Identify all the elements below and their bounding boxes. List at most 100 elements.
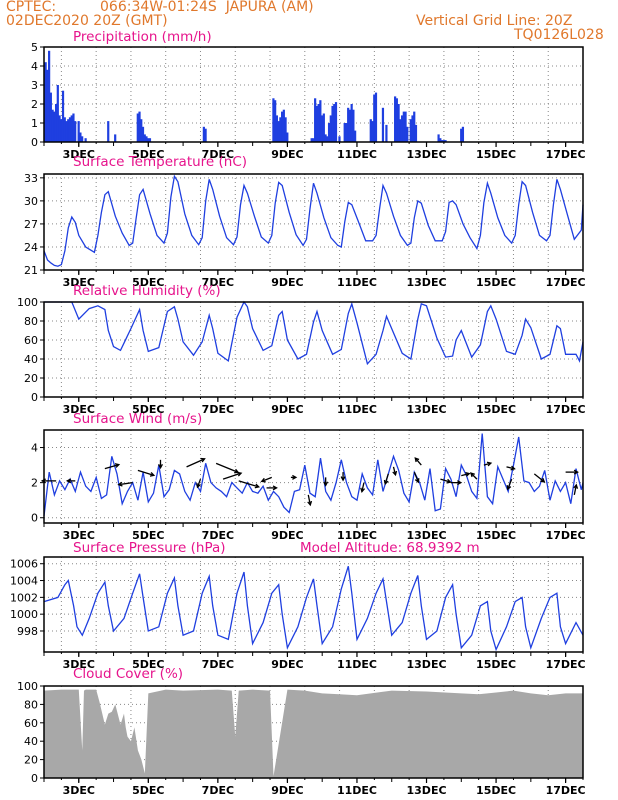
wind-arrow-head: [506, 485, 512, 491]
precip-bar: [442, 140, 445, 142]
precip-bar: [460, 128, 463, 142]
surface-pressure-hpa-title: Surface Pressure (hPa): [73, 540, 226, 556]
precip-bar: [329, 115, 332, 142]
precip-bar: [324, 134, 327, 142]
surface-pressure-hpa-xtick-label: 15DEC: [476, 658, 516, 671]
precip-bar: [274, 100, 277, 142]
precip-bar: [272, 98, 275, 142]
cloud-cover-xtick-label: 5DEC: [132, 784, 164, 797]
wind-arrow-head: [292, 474, 298, 480]
surface-pressure-hpa-line: [43, 566, 584, 652]
relative-humidity-ytick-label: 20: [24, 372, 38, 385]
wind-arrow-head: [272, 485, 278, 491]
relative-humidity-ytick-label: 80: [24, 315, 38, 328]
wind-arrow: [384, 473, 389, 485]
surface-pressure-hpa-xtick-label: 11DEC: [337, 658, 377, 671]
cloud-cover-ytick-label: 20: [24, 754, 38, 767]
precip-bar: [350, 104, 353, 142]
header-model-code: TQ0126L028: [514, 27, 604, 43]
surface-temperature-nc-ytick-label: 33: [24, 172, 38, 185]
precip-bar: [310, 138, 313, 142]
wind-arrow: [507, 478, 513, 490]
precipitation-mm-h-xtick-label: 9DEC: [271, 148, 303, 161]
precip-bar: [56, 85, 59, 142]
precip-bar: [348, 109, 352, 142]
surface-wind-m-s-xtick-label: 11DEC: [337, 529, 377, 542]
precip-bar: [53, 111, 56, 142]
wind-arrow: [238, 480, 259, 488]
precip-bar: [395, 98, 398, 142]
precipitation-mm-h-xtick-label: 17DEC: [546, 148, 586, 161]
precip-bar: [373, 94, 376, 142]
surface-pressure-hpa-ytick-label: 1004: [10, 575, 38, 588]
wind-arrow-head: [114, 463, 121, 468]
surface-pressure-hpa-xtick-label: 9DEC: [271, 658, 303, 671]
relative-humidity-frame: [43, 301, 584, 398]
cloud-cover-ytick-label: 0: [31, 772, 38, 785]
precipitation-mm-h-ytick-label: 1: [31, 117, 38, 130]
precip-bar: [275, 115, 278, 142]
wind-arrow-head: [260, 477, 266, 483]
wind-arrow-head: [573, 469, 579, 475]
surface-wind-m-s-xtick-label: 3DEC: [63, 529, 95, 542]
precip-bar: [371, 121, 374, 142]
wind-arrow-head: [158, 464, 163, 470]
precip-bar: [409, 119, 412, 142]
precip-bar: [284, 117, 287, 142]
precip-bar: [326, 136, 329, 142]
wind-arrow-head: [117, 481, 123, 487]
precip-bar: [327, 123, 331, 142]
precipitation-mm-h-xtick-label: 11DEC: [337, 148, 377, 161]
precip-bar: [145, 136, 148, 142]
surface-wind-m-s-xtick-label: 15DEC: [476, 529, 516, 542]
cloud-cover-xtick-label: 17DEC: [546, 784, 586, 797]
cloud-cover-frame: [43, 685, 584, 779]
precipitation-mm-h-xtick-label: 7DEC: [202, 148, 234, 161]
surface-temperature-nc-xtick-label: 5DEC: [132, 276, 164, 289]
surface-temperature-nc-xtick-label: 3DEC: [63, 276, 95, 289]
precip-bar: [394, 96, 397, 142]
precip-bar: [44, 62, 47, 143]
precip-bar: [320, 115, 324, 142]
precip-bar: [400, 115, 404, 142]
precip-bar: [61, 90, 65, 142]
precip-bar: [65, 121, 68, 142]
surface-temperature-nc-ytick-label: 27: [24, 218, 38, 231]
precip-bar: [399, 119, 402, 142]
precip-bar: [440, 140, 444, 142]
precip-bar: [385, 124, 388, 142]
relative-humidity-xtick-label: 5DEC: [132, 403, 164, 416]
precip-bar: [277, 121, 280, 142]
wind-arrow-head: [360, 487, 366, 493]
precip-bar: [136, 113, 139, 142]
wind-arrow-head: [323, 481, 329, 487]
surface-temperature-nc-ytick-label: 24: [24, 241, 38, 254]
relative-humidity-xtick-label: 13DEC: [407, 403, 447, 416]
surface-temperature-nc-title: Surface Temperature (nC): [73, 154, 247, 170]
precipitation-mm-h-ytick-label: 3: [31, 79, 38, 92]
relative-humidity-xtick-label: 11DEC: [337, 403, 377, 416]
precipitation-mm-h-xtick-label: 3DEC: [63, 148, 95, 161]
precip-bar: [67, 119, 70, 142]
surface-wind-m-s-title: Surface Wind (m/s): [73, 411, 202, 427]
surface-temperature-nc-line: [43, 174, 584, 267]
cloud-cover-ytick-label: 60: [24, 717, 38, 730]
wind-arrow: [461, 472, 470, 477]
precip-bar: [333, 104, 336, 142]
precip-bar: [334, 102, 338, 142]
precip-bar: [54, 104, 58, 142]
precip-bar: [343, 123, 346, 142]
wind-arrow: [196, 478, 202, 488]
wind-arrow-head: [414, 478, 420, 484]
precip-bar: [397, 104, 400, 142]
cloud-cover-xtick-label: 15DEC: [476, 784, 516, 797]
wind-arrow: [413, 471, 419, 483]
relative-humidity-ytick-label: 60: [24, 334, 38, 347]
precip-bar: [49, 92, 52, 142]
cloud-cover-title: Cloud Cover (%): [73, 666, 183, 682]
surface-pressure-hpa-ytick-label: 1006: [10, 558, 38, 571]
precip-bar: [72, 113, 75, 142]
surface-temperature-nc-xtick-label: 7DEC: [202, 276, 234, 289]
header-grid-note: Vertical Grid Line: 20Z: [416, 13, 573, 29]
